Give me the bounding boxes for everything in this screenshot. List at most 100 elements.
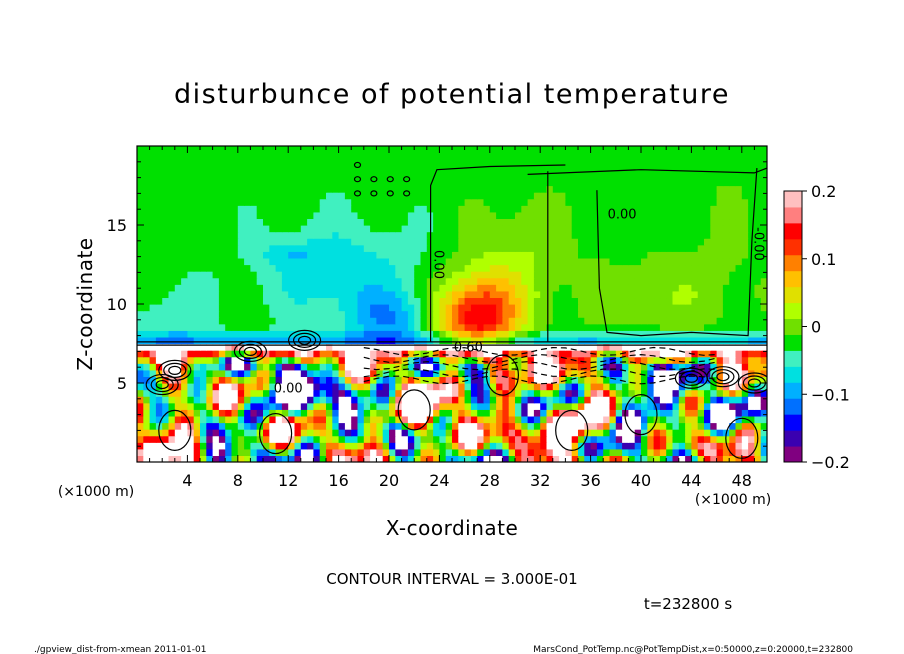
- heatmap-cell: [269, 251, 277, 259]
- heatmap-cell: [653, 435, 661, 443]
- heatmap-cell: [578, 231, 585, 239]
- heatmap-cell: [319, 192, 327, 200]
- heatmap-cell: [527, 317, 535, 325]
- heatmap-cell: [162, 350, 170, 358]
- heatmap-cell: [741, 310, 749, 318]
- heatmap-cell: [426, 376, 434, 384]
- heatmap-cell: [653, 238, 661, 246]
- heatmap-cell: [187, 172, 195, 180]
- heatmap-cell: [628, 429, 636, 437]
- heatmap-cell: [193, 238, 201, 246]
- heatmap-cell: [641, 323, 648, 331]
- heatmap-cell: [678, 159, 686, 167]
- heatmap-cell: [609, 442, 617, 450]
- heatmap-cell: [414, 396, 422, 404]
- heatmap-cell: [540, 402, 548, 410]
- heatmap-cell: [722, 304, 730, 312]
- heatmap-cell: [137, 356, 144, 364]
- heatmap-cell: [363, 383, 371, 391]
- heatmap-cell: [263, 363, 270, 371]
- heatmap-cell: [200, 218, 207, 226]
- heatmap-cell: [697, 257, 705, 266]
- heatmap-cell: [162, 271, 170, 279]
- heatmap-cell: [571, 415, 579, 424]
- heatmap-cell: [338, 218, 346, 226]
- heatmap-cell: [697, 205, 705, 213]
- contour-line: [163, 362, 187, 378]
- heatmap-cell: [338, 172, 346, 180]
- heatmap-cell: [521, 330, 529, 338]
- heatmap-cell: [508, 172, 516, 180]
- heatmap-cell: [206, 442, 214, 450]
- heatmap-cell: [489, 225, 497, 233]
- heatmap-cell: [722, 356, 730, 364]
- heatmap-cell: [389, 277, 396, 285]
- heatmap-cell: [338, 244, 346, 252]
- heatmap-cell: [395, 264, 403, 272]
- heatmap-cell: [155, 225, 163, 233]
- heatmap-cell: [634, 244, 642, 252]
- heatmap-cell: [168, 409, 176, 417]
- heatmap-cell: [483, 198, 491, 206]
- heatmap-cell: [647, 225, 655, 233]
- heatmap-cell: [735, 172, 743, 180]
- heatmap-cell: [559, 396, 566, 404]
- heatmap-cell: [477, 396, 485, 404]
- heatmap-cell: [237, 172, 245, 180]
- heatmap-cell: [218, 297, 226, 305]
- heatmap-cell: [338, 178, 346, 187]
- heatmap-cell: [137, 429, 144, 437]
- heatmap-cell: [458, 363, 466, 371]
- heatmap-cell: [149, 290, 157, 299]
- heatmap-cell: [433, 271, 440, 279]
- heatmap-cell: [458, 211, 466, 220]
- heatmap-cell: [571, 238, 579, 246]
- heatmap-cell: [162, 376, 170, 384]
- heatmap-cell: [603, 178, 611, 187]
- heatmap-cell: [578, 330, 585, 338]
- heatmap-cell: [313, 396, 321, 404]
- heatmap-cell: [269, 343, 277, 351]
- heatmap-cell: [319, 244, 327, 252]
- heatmap-cell: [332, 376, 340, 384]
- heatmap-cell: [407, 284, 415, 292]
- heatmap-cell: [565, 211, 573, 220]
- heatmap-cell: [464, 442, 472, 450]
- heatmap-cell: [628, 415, 636, 424]
- heatmap-cell: [256, 198, 264, 206]
- heatmap-cell: [596, 435, 604, 443]
- heatmap-cell: [729, 284, 737, 292]
- heatmap-cell: [332, 383, 340, 391]
- heatmap-cell: [326, 442, 333, 450]
- heatmap-cell: [678, 363, 686, 371]
- heatmap-cell: [250, 271, 258, 279]
- heatmap-cell: [716, 323, 724, 331]
- heatmap-cell: [294, 323, 302, 331]
- heatmap-cell: [168, 165, 176, 173]
- heatmap-cell: [445, 271, 453, 279]
- heatmap-cell: [319, 198, 327, 206]
- heatmap-cell: [244, 330, 251, 338]
- heatmap-cell: [445, 356, 453, 364]
- heatmap-cell: [489, 165, 497, 173]
- heatmap-cell: [760, 264, 767, 272]
- heatmap-cell: [363, 192, 371, 200]
- heatmap-cell: [294, 218, 302, 226]
- heatmap-cell: [672, 205, 680, 213]
- heatmap-cell: [748, 356, 755, 364]
- heatmap-cell: [464, 198, 472, 206]
- heatmap-cell: [458, 290, 466, 299]
- heatmap-cell: [653, 244, 661, 252]
- heatmap-cell: [628, 257, 636, 266]
- heatmap-cell: [300, 251, 308, 259]
- heatmap-cell: [162, 297, 170, 305]
- heatmap-cell: [508, 192, 516, 200]
- heatmap-cell: [628, 330, 636, 338]
- heatmap-cell: [389, 350, 396, 358]
- heatmap-cell: [722, 198, 730, 206]
- heatmap-cell: [313, 290, 321, 299]
- x-axis: 4 8 12 16 20 24 28 32 36 40 44 48: [136, 146, 768, 490]
- heatmap-cell: [641, 317, 648, 325]
- heatmap-cell: [326, 218, 333, 226]
- heatmap-cell: [439, 350, 447, 358]
